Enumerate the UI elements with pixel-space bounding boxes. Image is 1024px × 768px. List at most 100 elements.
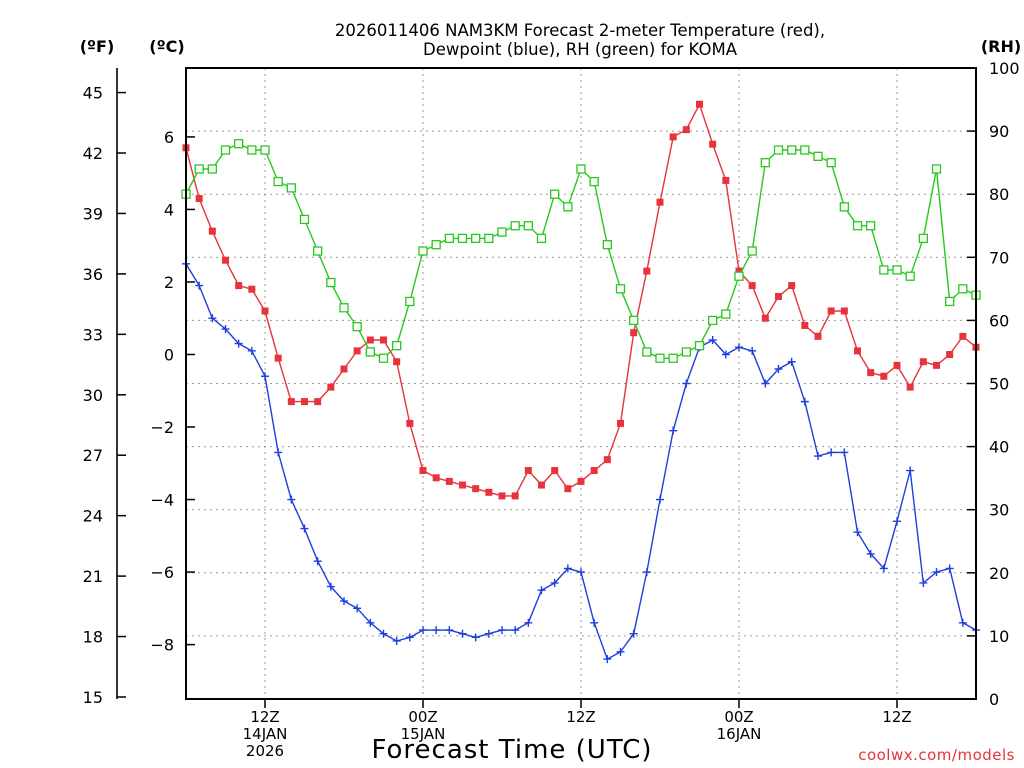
dewpoint-point [590,618,599,627]
temperature-point [551,467,559,475]
dewpoint-point [326,582,335,591]
fahrenheit-tick-label: 36 [83,265,103,284]
x-tick-label: 12Z [566,708,595,726]
celsius-tick-label: 6 [164,128,174,147]
temperature-point [867,369,875,377]
dewpoint-point [603,655,612,664]
temperature-point [709,140,717,148]
temperature-point [472,485,480,493]
rh-point [234,139,244,149]
rh-tick-label: 70 [989,248,1009,267]
series-layer [181,100,981,664]
dewpoint-point [261,372,269,381]
dewpoint-point [471,633,480,642]
temperature-point [235,282,243,290]
dewpoint-point [958,618,967,627]
temperature-point [801,321,809,329]
dewpoint-point [313,557,322,566]
rh-point [879,265,889,275]
rh-tick-label: 100 [989,59,1020,78]
rh-point [839,202,849,212]
dewpoint-point [563,564,572,573]
rh-point [510,221,520,231]
x-tick-label: 15JAN [401,725,446,743]
dewpoint-point [208,314,217,323]
rh-point [813,151,823,161]
dewpoint-point [682,379,691,388]
temperature-point [511,492,519,500]
temperature-point [643,267,651,275]
rh-point [668,353,678,363]
x-tick-label: 12Z [882,708,911,726]
temperature-point [603,456,611,464]
celsius-tick-label: 2 [164,273,174,292]
dewpoint-point [511,626,520,635]
celsius-tick-label: −2 [150,418,174,437]
dewpoint-point [524,618,533,627]
dewpoint-point [761,379,770,388]
rh-unit-label: (RH) [981,37,1021,56]
rh-tick-label: 50 [989,375,1009,394]
rh-point [760,157,770,168]
temperature-point [301,398,308,406]
temperature-point [577,477,585,485]
rh-point [484,233,494,244]
rh-point [299,214,310,225]
rh-point [945,296,955,307]
rh-point [694,340,705,351]
rh-point [826,157,836,168]
rh-tick-label: 60 [989,311,1009,330]
dewpoint-point [906,466,915,475]
temperature-point [788,282,796,290]
celsius-tick-label: −8 [150,636,174,655]
dewpoint-point [893,517,901,526]
dewpoint-point [800,397,809,406]
rh-tick-label: 20 [989,564,1009,583]
rh-point [892,265,902,275]
dewpoint-point [498,626,506,635]
rh-point [273,176,283,187]
rh-point [444,233,454,244]
dewpoint-point [629,629,638,638]
rh-point [365,347,375,357]
temperature-point [946,350,954,358]
dewpoint-point [432,626,441,635]
dewpoint-point [379,629,388,638]
dewpoint-point [945,564,954,573]
rh-tick-label: 80 [989,185,1009,204]
temperature-line [185,103,977,497]
x-axis-title: Forecast Time (UTC) [371,735,652,765]
x-tick-label: 00Z [408,708,437,726]
celsius-tick-label: 0 [164,345,174,364]
rh-point [642,347,652,357]
temperature-point [919,358,927,366]
temperature-point [696,100,703,108]
dewpoint-point [616,647,625,656]
temperature-point [432,474,440,482]
rh-point [339,303,349,313]
temperature-point [827,307,835,315]
dewpoint-point [247,346,256,355]
credit-text: coolwx.com/models [858,746,1015,764]
rh-tick-label: 30 [989,501,1009,520]
dewpoint-point [866,549,875,558]
rh-tick-label: 40 [989,438,1009,457]
rh-point [550,189,560,199]
rh-point [773,145,784,155]
dewpoint-point [708,335,717,344]
rh-point [260,145,270,155]
temperature-point [445,477,453,485]
dewpoint-point [932,568,941,577]
dewpoint-point [735,343,743,352]
temperature-point [380,336,387,344]
temperature-point [248,285,256,293]
fahrenheit-tick-label: 42 [83,144,103,163]
temperature-point [669,133,677,141]
rh-point [326,277,336,288]
dewpoint-point [445,626,454,635]
rh-tick-label: 90 [989,122,1009,141]
temperature-point [538,481,545,489]
rh-point [787,145,797,155]
rh-point [431,240,441,250]
